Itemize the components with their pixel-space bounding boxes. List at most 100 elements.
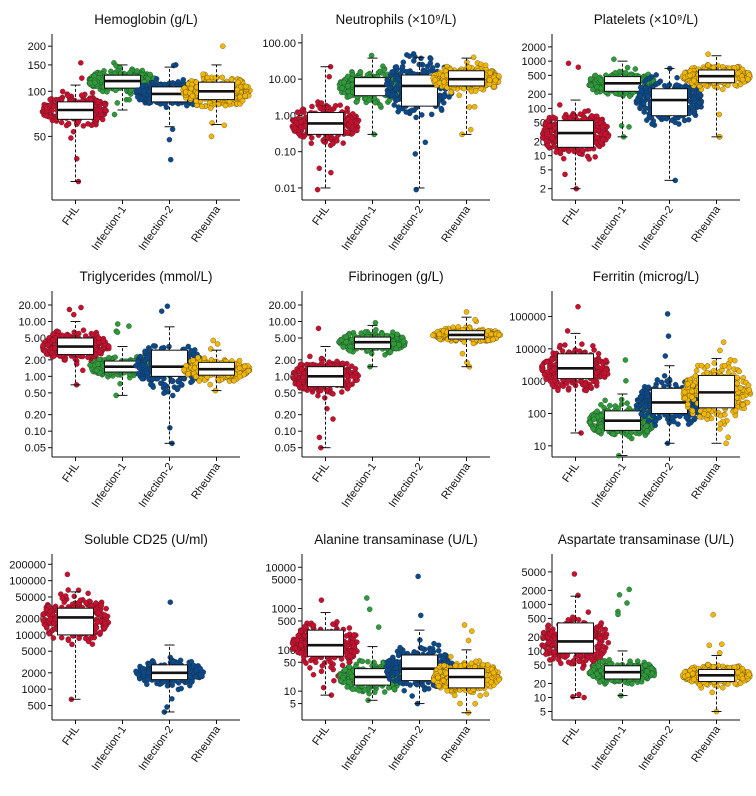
data-point: [330, 416, 336, 422]
x-tick-label: Infection-1: [90, 461, 129, 510]
data-point: [556, 102, 563, 108]
data-point: [674, 74, 680, 81]
data-point: [189, 93, 196, 99]
data-point: [392, 92, 399, 99]
data-point: [588, 113, 595, 119]
data-point: [626, 93, 633, 100]
data-point: [85, 120, 91, 127]
data-point: [394, 331, 401, 338]
data-point: [114, 100, 121, 106]
data-point: [318, 100, 325, 106]
data-point: [51, 345, 58, 351]
data-point: [599, 136, 606, 143]
data-point: [646, 75, 653, 82]
data-point: [716, 111, 723, 118]
data-point: [688, 103, 695, 110]
data-point: [315, 325, 322, 332]
data-point: [308, 140, 315, 147]
data-point: [373, 326, 379, 333]
data-point: [169, 392, 176, 399]
data-point: [384, 90, 391, 97]
data-point: [96, 349, 103, 356]
data-point: [214, 341, 221, 347]
data-point: [208, 133, 215, 140]
data-point: [199, 103, 205, 110]
data-point: [691, 95, 697, 102]
data-point: [169, 126, 176, 133]
data-point: [210, 337, 217, 344]
panel-3: Platelets (×10⁹/L)2510205010020050010002…: [522, 12, 753, 253]
data-point: [298, 118, 305, 125]
data-point: [393, 345, 400, 352]
data-point: [65, 120, 72, 127]
data-point: [78, 75, 85, 81]
data-point: [188, 379, 194, 386]
data-point: [705, 62, 711, 68]
data-point: [68, 135, 74, 141]
data-point: [744, 76, 751, 83]
data-point: [403, 109, 410, 115]
data-point: [466, 64, 472, 70]
data-point: [642, 85, 649, 91]
data-point: [58, 119, 65, 126]
data-point: [470, 54, 477, 61]
y-tick-label: 0.20: [275, 410, 296, 422]
data-point: [379, 331, 385, 338]
data-point: [219, 74, 226, 81]
data-point: [393, 64, 400, 70]
x-tick-label: Infection-2: [387, 461, 426, 510]
data-point: [739, 76, 746, 83]
data-point: [372, 319, 379, 326]
data-point: [161, 381, 168, 388]
data-point: [579, 147, 586, 154]
data-point: [195, 354, 201, 361]
data-point: [212, 74, 219, 81]
data-point: [161, 390, 167, 397]
data-point: [242, 93, 248, 99]
iqr-box: [651, 88, 688, 117]
data-point: [93, 367, 100, 374]
data-point: [243, 83, 249, 90]
data-point: [75, 330, 82, 337]
y-tick-label: 0.05: [25, 443, 46, 455]
data-point: [434, 62, 441, 69]
data-point: [354, 98, 360, 105]
data-point: [340, 344, 347, 350]
data-point: [298, 366, 305, 373]
data-point: [126, 323, 132, 329]
data-point: [339, 85, 345, 91]
data-point: [51, 353, 57, 359]
data-point: [228, 76, 235, 83]
data-point: [134, 94, 141, 100]
data-point: [421, 69, 428, 76]
data-point: [111, 111, 118, 118]
data-point: [180, 76, 187, 83]
data-point: [448, 89, 455, 96]
data-point: [719, 86, 726, 93]
data-point: [59, 88, 66, 95]
data-point: [472, 316, 478, 323]
data-point: [236, 365, 243, 371]
data-point: [602, 131, 608, 137]
data-point: [676, 121, 682, 127]
data-point: [732, 82, 739, 88]
data-point: [309, 103, 315, 110]
data-point: [459, 350, 466, 357]
data-point: [221, 122, 228, 129]
y-tick-label: 1000: [522, 56, 546, 68]
data-point: [94, 115, 100, 122]
data-point: [377, 68, 383, 75]
data-point: [193, 98, 199, 104]
data-point: [99, 116, 106, 123]
panel-title: Neutrophils (×10⁹/L): [336, 12, 457, 27]
data-point: [389, 69, 395, 75]
data-point: [245, 367, 252, 374]
data-point: [428, 111, 435, 118]
data-point: [350, 110, 356, 117]
data-point: [565, 60, 572, 67]
data-point: [432, 77, 438, 83]
data-point: [400, 338, 407, 345]
y-tick-label: 0.01: [275, 183, 296, 195]
